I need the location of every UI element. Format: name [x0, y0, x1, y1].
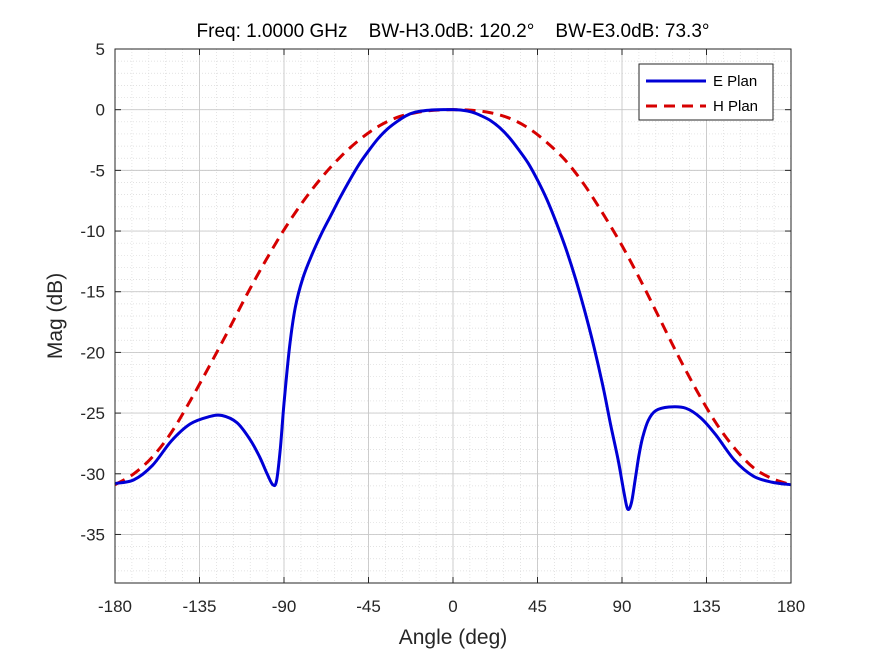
y-tick-label: 5 — [96, 40, 105, 59]
x-tick-label: 0 — [448, 597, 457, 616]
y-tick-label: -30 — [80, 465, 105, 484]
legend: E Plan H Plan — [638, 63, 774, 121]
x-tick-label: 90 — [613, 597, 632, 616]
legend-box — [638, 63, 774, 121]
x-tick-label: 45 — [528, 597, 547, 616]
legend-label-h-plan: H Plan — [713, 98, 758, 115]
series-layer — [114, 108, 792, 511]
x-tick-label: 135 — [692, 597, 720, 616]
tick-marks — [114, 48, 792, 583]
y-tick-label: 0 — [96, 101, 105, 120]
legend-label-e-plan: E Plan — [713, 73, 757, 90]
y-tick-label: -10 — [80, 222, 105, 241]
x-tick-label: 180 — [777, 597, 805, 616]
y-tick-label: -25 — [80, 404, 105, 423]
chart-title: Freq: 1.0000 GHz BW-H3.0dB: 120.2° BW-E3… — [197, 21, 710, 42]
x-tick-labels: -180 -135 -90 -45 0 45 90 135 180 — [98, 597, 805, 616]
x-tick-label: -45 — [356, 597, 381, 616]
y-tick-label: -5 — [90, 161, 105, 180]
y-tick-label: -20 — [80, 343, 105, 362]
y-tick-label: -15 — [80, 283, 105, 302]
y-tick-labels: 5 0 -5 -10 -15 -20 -25 -30 -35 — [80, 40, 105, 544]
x-axis-label: Angle (deg) — [399, 626, 508, 649]
y-axis-label: Mag (dB) — [44, 273, 67, 359]
series-line-e-plan — [114, 108, 792, 511]
x-tick-label: -180 — [98, 597, 132, 616]
x-tick-label: -135 — [182, 597, 216, 616]
x-tick-label: -90 — [272, 597, 297, 616]
y-tick-label: -35 — [80, 525, 105, 544]
